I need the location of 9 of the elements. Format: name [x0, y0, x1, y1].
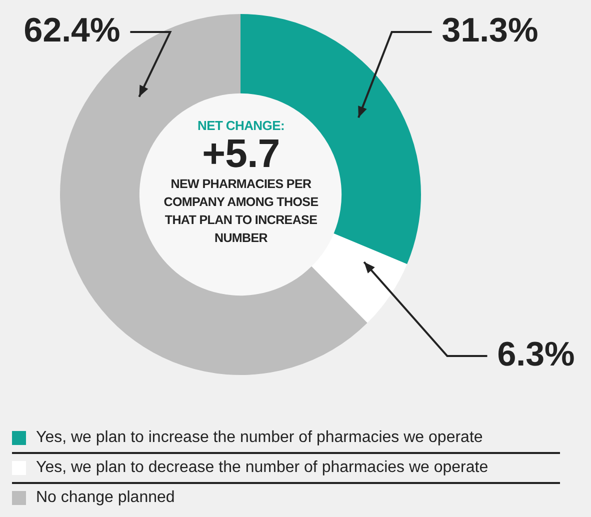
- legend-label: Yes, we plan to increase the number of pharmacies we operate: [36, 429, 483, 447]
- legend-label: No change planned: [36, 489, 175, 507]
- data-label: 62.4%: [24, 11, 120, 50]
- text: NET CHANGE:: [196, 118, 286, 133]
- data-label: 6.3%: [497, 335, 575, 374]
- legend-label: Yes, we plan to decrease the number of pharmacies we operate: [36, 459, 488, 477]
- text: NEW PHARMACIES PER COMPANY AMONG THOSE THAT PLAN TO INCREASE NUMBER: [162, 176, 320, 247]
- text: +5.7: [201, 132, 281, 176]
- data-label: 31.3%: [442, 11, 538, 50]
